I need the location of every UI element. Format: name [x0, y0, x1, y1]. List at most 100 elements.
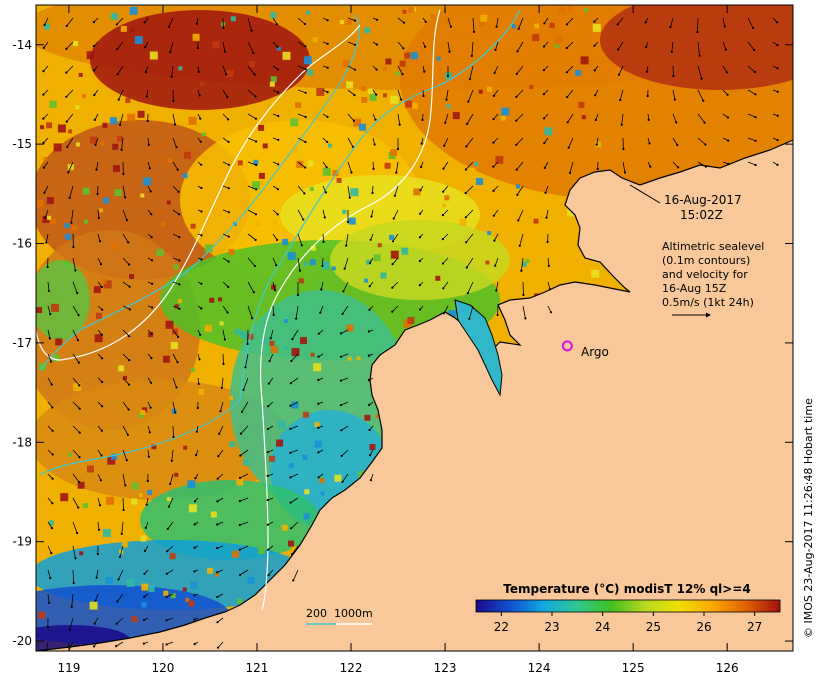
velocity-vector-head [275, 23, 278, 26]
sst-pixel [148, 586, 155, 592]
sst-pixel [369, 93, 377, 101]
lon-tick-label: 122 [340, 661, 363, 675]
velocity-vector-head [647, 118, 650, 121]
velocity-vector [747, 137, 756, 142]
velocity-vector-head [76, 339, 79, 342]
velocity-vector-head [92, 45, 95, 48]
lat-tick-label: -16 [12, 237, 32, 251]
velocity-vector [247, 161, 257, 166]
velocity-vector-head [267, 574, 270, 577]
sst-pixel [290, 118, 299, 127]
velocity-vector [621, 113, 624, 125]
velocity-vector [297, 137, 306, 143]
sst-pixel [307, 69, 314, 76]
velocity-vector [467, 89, 474, 102]
colorbar-title: Temperature (°C) modisT 12% ql>=4 [503, 582, 750, 596]
velocity-vector-head [65, 120, 68, 123]
velocity-vector-head [50, 552, 53, 555]
velocity-vector [239, 497, 249, 502]
land-mass [36, 140, 793, 651]
velocity-vector [44, 185, 49, 193]
velocity-vector [290, 473, 299, 478]
velocity-vector [697, 65, 702, 79]
velocity-vector-head [277, 138, 280, 141]
sst-pixel [459, 218, 467, 226]
velocity-vector-head [725, 71, 729, 74]
sst-pixel [364, 278, 368, 283]
velocity-vector-head [267, 405, 270, 408]
velocity-vector [122, 353, 130, 361]
sst-pixel [346, 324, 354, 332]
sst-pixel [359, 123, 366, 131]
sst-pixel [87, 465, 94, 473]
velocity-vector [393, 209, 399, 219]
sst-pixel [375, 414, 380, 419]
sst-pixel [110, 12, 118, 20]
plot-area: Argo [36, 5, 793, 651]
velocity-vector [117, 593, 124, 602]
colorbar-tick-label: 23 [544, 620, 559, 634]
sst-pixel [298, 278, 304, 284]
sst-pixel [183, 445, 188, 450]
lon-tick-label: 123 [434, 661, 457, 675]
velocity-vector-head [727, 162, 730, 166]
sst-pixel [149, 51, 158, 60]
velocity-vector-head [466, 292, 469, 295]
velocity-vector-head [276, 68, 280, 71]
sst-pixel [75, 142, 80, 147]
velocity-vector-head [448, 50, 451, 53]
velocity-vector [397, 17, 405, 24]
velocity-vector-head [442, 312, 445, 315]
velocity-vector [465, 161, 474, 170]
velocity-vector-head [216, 477, 219, 480]
velocity-vector-head [492, 94, 495, 97]
velocity-vector [297, 65, 306, 70]
velocity-vector-head [442, 190, 445, 193]
velocity-vector-head [42, 117, 45, 120]
sst-pixel [468, 191, 475, 198]
sst-pixel [51, 303, 59, 312]
contour-1000m [36, 24, 361, 361]
velocity-vector [222, 305, 228, 313]
sst-pixel [302, 411, 309, 418]
sst-pixel [446, 104, 451, 109]
velocity-vector [522, 305, 526, 319]
sst-pixel [296, 160, 304, 168]
velocity-vector-head [296, 293, 300, 297]
velocity-vector-head [150, 259, 154, 262]
sst-pixel [174, 472, 179, 477]
velocity-vector-head [65, 95, 68, 98]
velocity-vector-head [239, 432, 242, 435]
sst-pixel [282, 51, 291, 60]
velocity-vector-head [197, 382, 200, 385]
sst-pixel [49, 218, 56, 225]
lat-tick-label: -19 [12, 535, 32, 549]
velocity-vector [297, 257, 301, 271]
velocity-vector-head [369, 479, 372, 482]
velocity-vector-head [645, 70, 649, 73]
velocity-vector-head [776, 163, 779, 166]
velocity-vector-head [226, 95, 229, 99]
sst-blob [90, 10, 310, 110]
velocity-vector-head [723, 25, 726, 28]
velocity-vector [47, 497, 53, 504]
velocity-vector-head [125, 219, 128, 222]
velocity-vector-head [50, 383, 53, 386]
velocity-vector-head [70, 605, 73, 608]
velocity-vector [747, 17, 754, 29]
velocity-vector-head [421, 118, 424, 121]
velocity-vector-head [675, 121, 678, 124]
velocity-vector [272, 233, 278, 241]
velocity-vector-head [170, 459, 173, 462]
velocity-vector [519, 233, 524, 246]
sst-pixel [405, 100, 412, 108]
velocity-vector [217, 473, 224, 479]
sst-pixel [390, 149, 398, 157]
velocity-vector [122, 449, 128, 461]
velocity-vector [392, 257, 399, 265]
velocity-vector [169, 41, 174, 53]
velocity-vector [172, 161, 179, 170]
velocity-vector-head [46, 265, 49, 269]
velocity-vector-head [193, 546, 196, 549]
sst-pixel [258, 124, 265, 131]
